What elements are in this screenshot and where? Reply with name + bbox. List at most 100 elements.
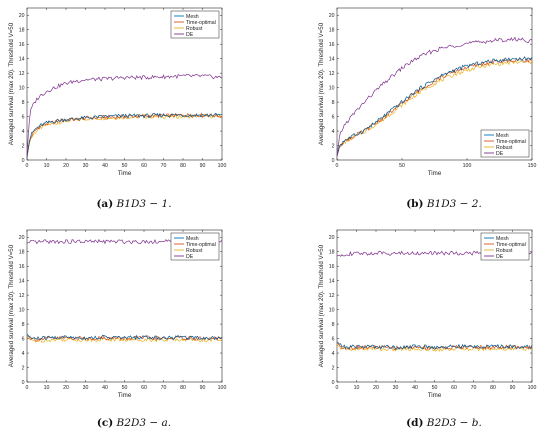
chart-panel-3: 0 10 20 30 40 50 60 70 80 90 100 0 2 4 6 8 10 12 14 16 18 20 T… xyxy=(318,229,537,429)
legend-label: DE xyxy=(496,151,504,157)
x-tick-label: 90 xyxy=(510,385,516,391)
y-tick-label: 18 xyxy=(19,28,25,34)
y-tick-label: 16 xyxy=(329,264,335,270)
y-tick-label: 6 xyxy=(332,336,335,342)
x-axis-label: Time xyxy=(118,392,132,399)
y-tick-label: 20 xyxy=(19,235,25,241)
x-tick-label: 30 xyxy=(393,385,399,391)
y-tick-label: 14 xyxy=(19,56,25,62)
legend-label: Robust xyxy=(186,248,203,254)
series-line-dark-overlay xyxy=(26,334,223,340)
y-tick-label: 20 xyxy=(19,13,25,19)
y-tick-label: 14 xyxy=(329,278,335,284)
legend-label: Time-optimal xyxy=(496,242,526,248)
x-tick-label: 30 xyxy=(83,385,89,391)
y-tick-label: 18 xyxy=(329,28,335,34)
y-tick-label: 6 xyxy=(22,336,25,342)
x-tick-label: 90 xyxy=(200,163,206,169)
y-tick-label: 8 xyxy=(22,100,25,106)
chart-panel-2: 0 10 20 30 40 50 60 70 80 90 100 0 2 4 6 8 10 12 14 16 18 20 T… xyxy=(8,229,227,429)
series-line-robust xyxy=(336,60,533,157)
series-line-robust xyxy=(336,344,533,353)
y-tick-label: 18 xyxy=(19,250,25,256)
x-axis-label: Time xyxy=(428,392,442,399)
x-tick-label: 70 xyxy=(161,385,167,391)
x-tick-label: 70 xyxy=(471,385,477,391)
legend-label: Time-optimal xyxy=(186,242,216,248)
y-tick-label: 14 xyxy=(329,56,335,62)
x-tick-label: 60 xyxy=(141,163,147,169)
y-tick-label: 2 xyxy=(332,365,335,371)
y-tick-label: 12 xyxy=(19,71,25,77)
x-axis-label: Time xyxy=(118,170,132,177)
y-tick-label: 4 xyxy=(332,129,335,135)
y-tick-label: 20 xyxy=(329,235,335,241)
legend-label: DE xyxy=(496,254,504,260)
legend-label: Mesh xyxy=(186,14,199,20)
y-tick-label: 10 xyxy=(329,85,335,91)
x-tick-label: 100 xyxy=(463,163,472,169)
legend-label: Robust xyxy=(496,145,513,151)
caption-label: B1D3 − 1. xyxy=(116,198,172,210)
x-tick-label: 60 xyxy=(141,385,147,391)
series-line-de xyxy=(336,36,533,157)
y-tick-label: 12 xyxy=(329,293,335,299)
caption-label: B2D3 − b. xyxy=(426,417,482,429)
legend-box xyxy=(170,10,220,39)
x-tick-label: 10 xyxy=(44,385,50,391)
legend-label: DE xyxy=(186,254,194,260)
x-tick-label: 50 xyxy=(432,385,438,391)
x-tick-label: 90 xyxy=(200,385,206,391)
y-tick-label: 6 xyxy=(22,114,25,120)
x-tick-label: 50 xyxy=(122,385,128,391)
y-tick-label: 8 xyxy=(332,322,335,328)
y-tick-label: 2 xyxy=(22,143,25,149)
legend-label: Time-optimal xyxy=(496,139,526,145)
series-line-dark-overlay xyxy=(336,56,533,157)
caption-tag: (d) xyxy=(406,417,423,429)
caption-tag: (a) xyxy=(96,198,113,210)
y-tick-label: 0 xyxy=(22,158,25,164)
series-line-dark-overlay xyxy=(26,113,223,158)
x-tick-label: 100 xyxy=(218,385,227,391)
panel-caption: (b) B1D3 − 2. xyxy=(406,198,482,210)
legend-label: Time-optimal xyxy=(186,20,216,26)
y-tick-label: 2 xyxy=(332,143,335,149)
x-tick-label: 80 xyxy=(180,163,186,169)
chart-panel-0: 0 10 20 30 40 50 60 70 80 90 100 0 2 4 6 8 10 12 14 16 18 20 T… xyxy=(8,7,226,210)
x-tick-label: 40 xyxy=(102,385,108,391)
x-tick-label: 40 xyxy=(102,163,108,169)
x-tick-label: 0 xyxy=(26,385,29,391)
legend-label: Mesh xyxy=(496,236,509,242)
x-tick-label: 80 xyxy=(490,385,496,391)
panel-caption: (d) B2D3 − b. xyxy=(406,417,482,429)
x-tick-label: 50 xyxy=(399,163,405,169)
y-tick-label: 16 xyxy=(329,42,335,48)
x-tick-label: 0 xyxy=(336,163,339,169)
legend-label: Mesh xyxy=(186,236,199,242)
y-tick-label: 14 xyxy=(19,278,25,284)
x-tick-label: 100 xyxy=(528,385,537,391)
y-tick-label: 10 xyxy=(329,307,335,313)
panel-caption: (a) B1D3 − 1. xyxy=(96,198,171,210)
y-axis-label: Averaged survival (max 20). Threshold V=… xyxy=(318,22,325,145)
y-tick-label: 20 xyxy=(329,13,335,19)
series-line-dark-overlay xyxy=(336,341,533,350)
y-tick-label: 0 xyxy=(332,158,335,164)
x-tick-label: 150 xyxy=(528,163,537,169)
y-tick-label: 8 xyxy=(22,322,25,328)
x-tick-label: 20 xyxy=(63,163,69,169)
y-tick-label: 4 xyxy=(22,129,25,135)
y-tick-label: 12 xyxy=(19,293,25,299)
panel-caption: (c) B2D3 − a. xyxy=(97,417,171,429)
series-line-de xyxy=(26,73,223,157)
x-tick-label: 70 xyxy=(161,163,167,169)
legend-box xyxy=(480,129,530,158)
y-tick-label: 4 xyxy=(332,351,335,357)
x-tick-label: 80 xyxy=(180,385,186,391)
x-axis-label: Time xyxy=(428,170,442,177)
